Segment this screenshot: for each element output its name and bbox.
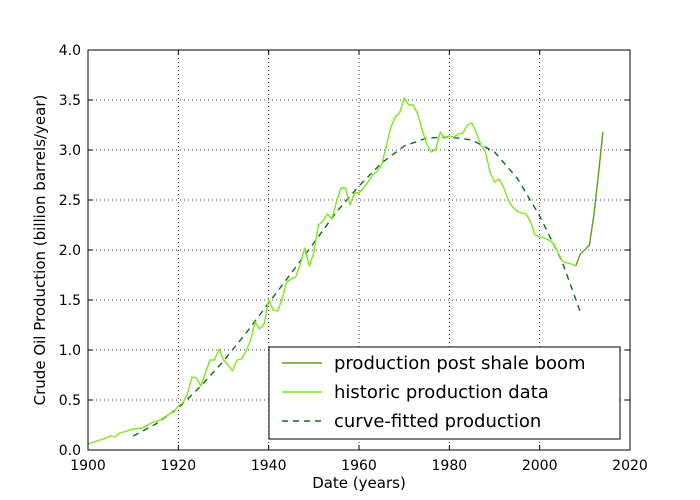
- y-axis-label: Crude Oil Production (billion barrels/ye…: [31, 95, 49, 406]
- legend: production post shale boom historic produ…: [268, 346, 621, 440]
- x-tick-label: 1920: [161, 458, 197, 474]
- legend-label: historic production data: [334, 382, 549, 403]
- series-line-0: [575, 131, 604, 267]
- y-tick-label: 0.0: [59, 443, 81, 459]
- x-tick-label: 2020: [612, 458, 648, 474]
- legend-label: production post shale boom: [334, 353, 586, 374]
- x-axis-label: Date (years): [312, 474, 406, 492]
- legend-box: [268, 346, 621, 440]
- legend-label: curve-fitted production: [334, 411, 541, 432]
- gridlines: [88, 50, 630, 450]
- axis-ticks: 1900 1920 1940 1960 1980 2000 2020 0.0 0.5 1.0 1.5…: [59, 43, 648, 474]
- y-tick-label: 4.0: [59, 43, 81, 59]
- y-tick-label: 2.5: [59, 193, 81, 209]
- y-tick-label: 0.5: [59, 393, 81, 409]
- series-line-2: [132, 136, 581, 437]
- x-tick-label: 2000: [522, 458, 558, 474]
- series-layer: [87, 97, 604, 445]
- y-tick-label: 2.0: [59, 243, 81, 259]
- series-line-1: [87, 97, 577, 445]
- x-tick-label: 1960: [341, 458, 377, 474]
- y-tick-label: 3.0: [59, 143, 81, 159]
- y-tick-label: 1.5: [59, 293, 81, 309]
- x-tick-label: 1900: [70, 458, 106, 474]
- x-tick-label: 1940: [251, 458, 287, 474]
- y-tick-label: 3.5: [59, 93, 81, 109]
- x-tick-label: 1980: [432, 458, 468, 474]
- y-tick-label: 1.0: [59, 343, 81, 359]
